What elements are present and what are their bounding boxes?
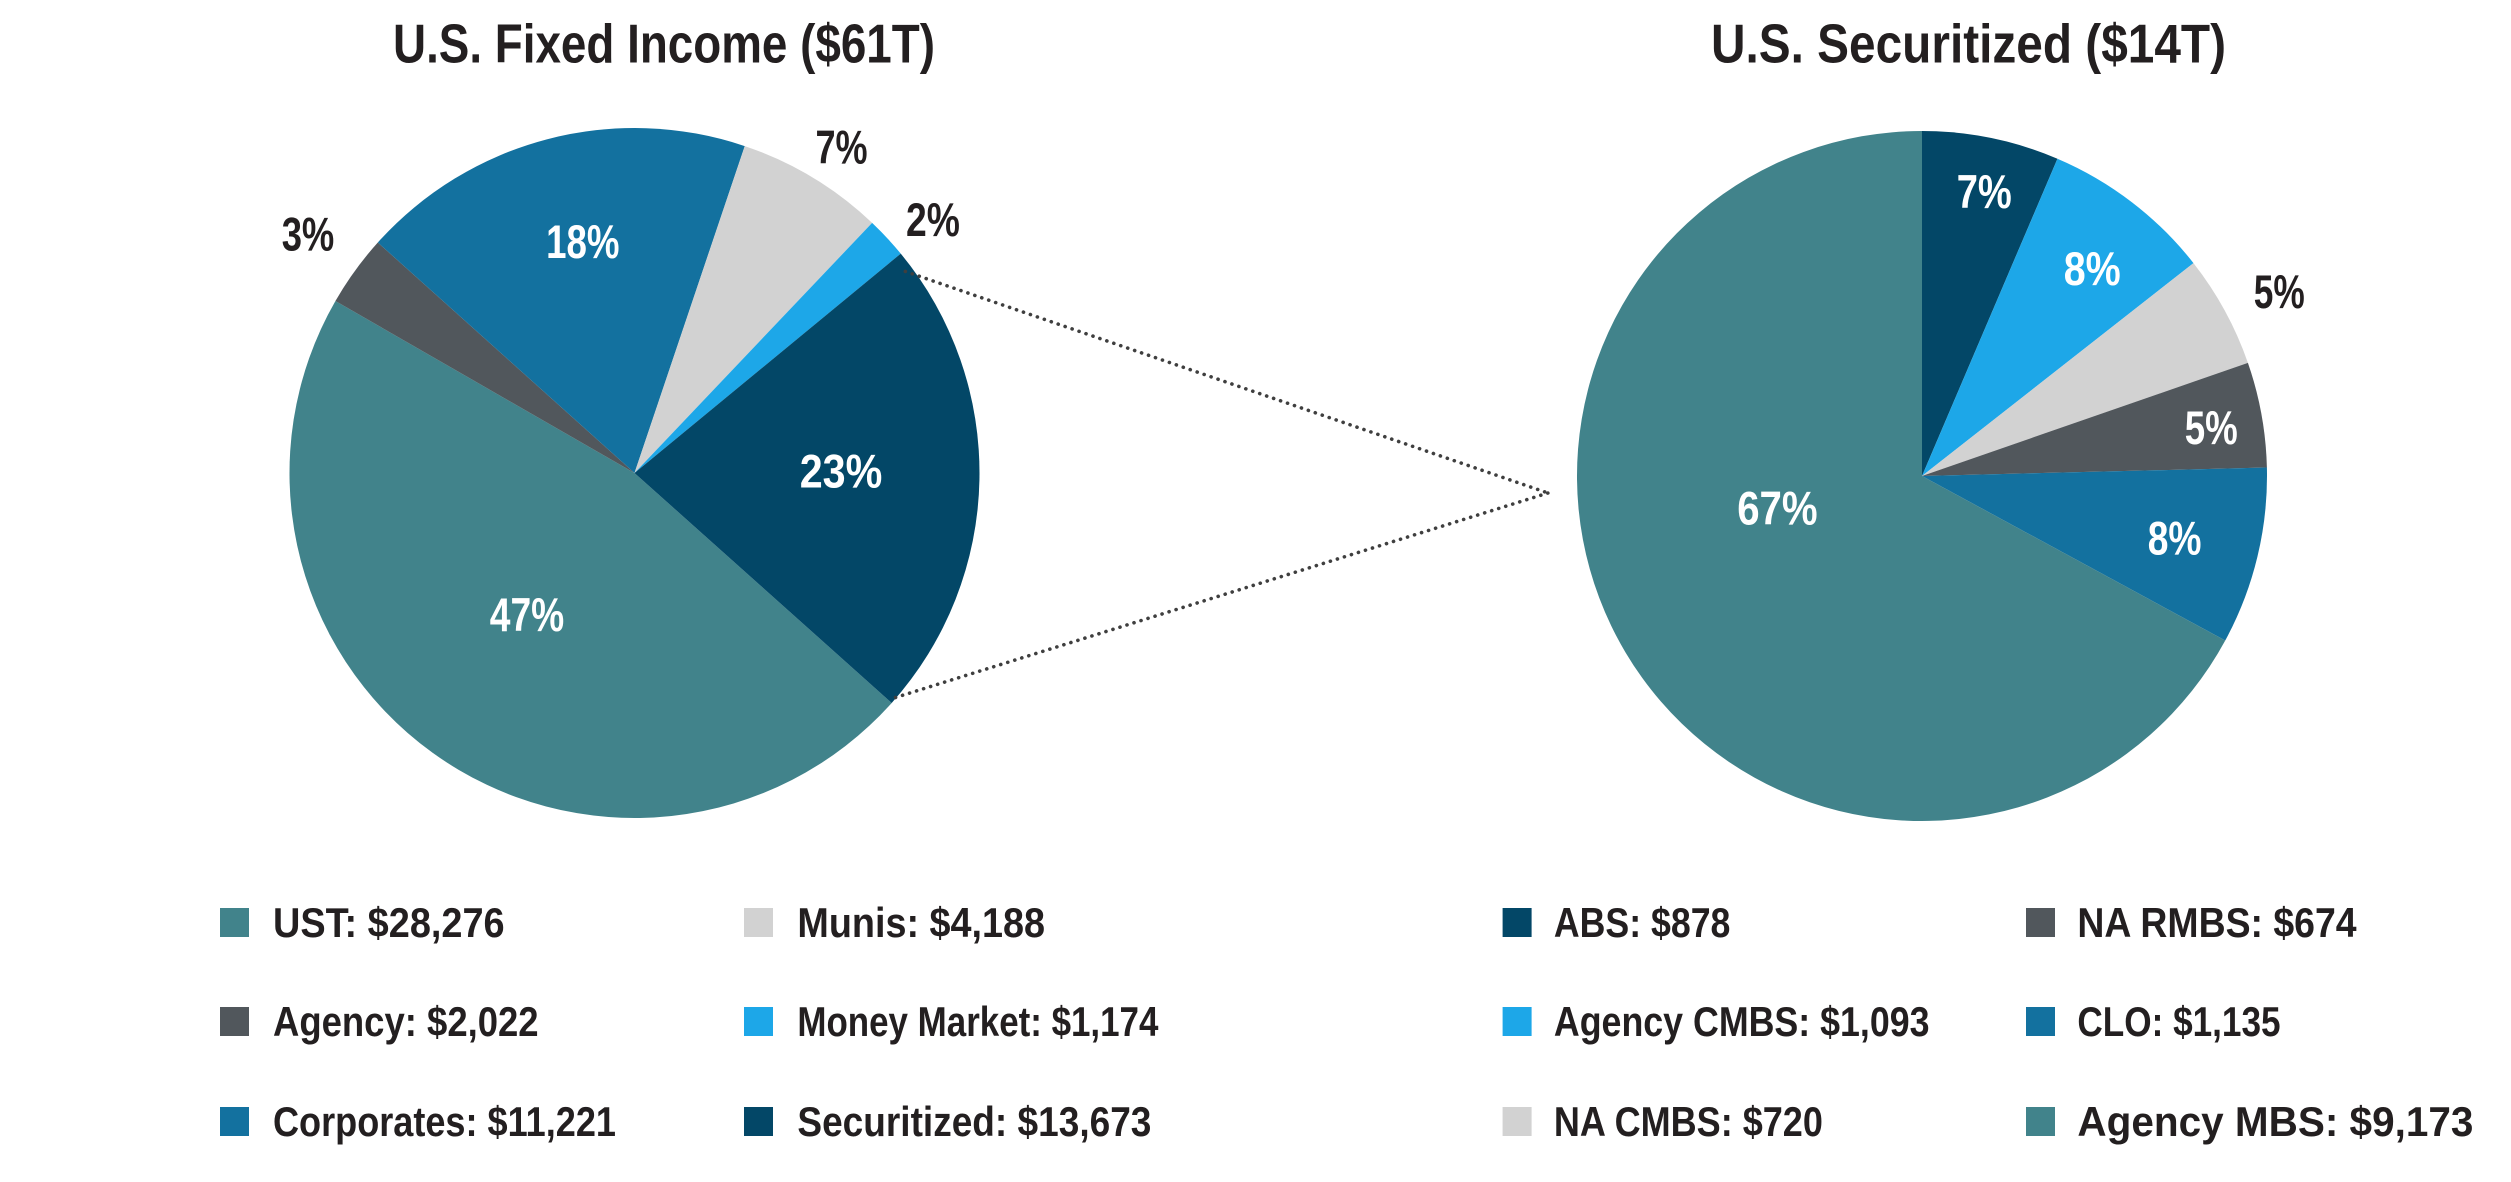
svg-text:Munis: $4,188: Munis: $4,188 bbox=[797, 899, 1045, 946]
svg-text:NA CMBS: $720: NA CMBS: $720 bbox=[1554, 1098, 1823, 1145]
svg-text:Corporates: $11,221: Corporates: $11,221 bbox=[273, 1098, 616, 1145]
svg-text:Money Market: $1,174: Money Market: $1,174 bbox=[797, 998, 1159, 1045]
svg-text:3%: 3% bbox=[282, 208, 335, 261]
svg-text:47%: 47% bbox=[490, 589, 564, 642]
svg-text:5%: 5% bbox=[2254, 266, 2305, 319]
svg-text:U.S. Fixed Income ($61T): U.S. Fixed Income ($61T) bbox=[393, 13, 935, 75]
svg-text:CLO: $1,135: CLO: $1,135 bbox=[2077, 998, 2280, 1045]
svg-text:2%: 2% bbox=[906, 194, 960, 247]
svg-text:8%: 8% bbox=[2064, 243, 2121, 296]
svg-text:UST: $28,276: UST: $28,276 bbox=[273, 899, 505, 946]
svg-text:67%: 67% bbox=[1737, 482, 1817, 535]
svg-text:7%: 7% bbox=[815, 121, 867, 174]
svg-text:U.S. Securitized ($14T): U.S. Securitized ($14T) bbox=[1711, 13, 2226, 75]
svg-text:Agency MBS: $9,173: Agency MBS: $9,173 bbox=[2077, 1098, 2473, 1145]
svg-text:5%: 5% bbox=[2185, 402, 2238, 455]
svg-text:7%: 7% bbox=[1957, 166, 2012, 219]
svg-text:Agency: $2,022: Agency: $2,022 bbox=[273, 998, 539, 1045]
svg-text:23%: 23% bbox=[800, 446, 883, 499]
svg-text:NA RMBS: $674: NA RMBS: $674 bbox=[2077, 899, 2357, 946]
svg-text:8%: 8% bbox=[2148, 512, 2202, 565]
svg-text:Agency CMBS: $1,093: Agency CMBS: $1,093 bbox=[1554, 998, 1930, 1045]
svg-text:18%: 18% bbox=[546, 216, 619, 269]
svg-text:Securitized: $13,673: Securitized: $13,673 bbox=[797, 1098, 1151, 1145]
svg-text:ABS: $878: ABS: $878 bbox=[1554, 899, 1731, 946]
